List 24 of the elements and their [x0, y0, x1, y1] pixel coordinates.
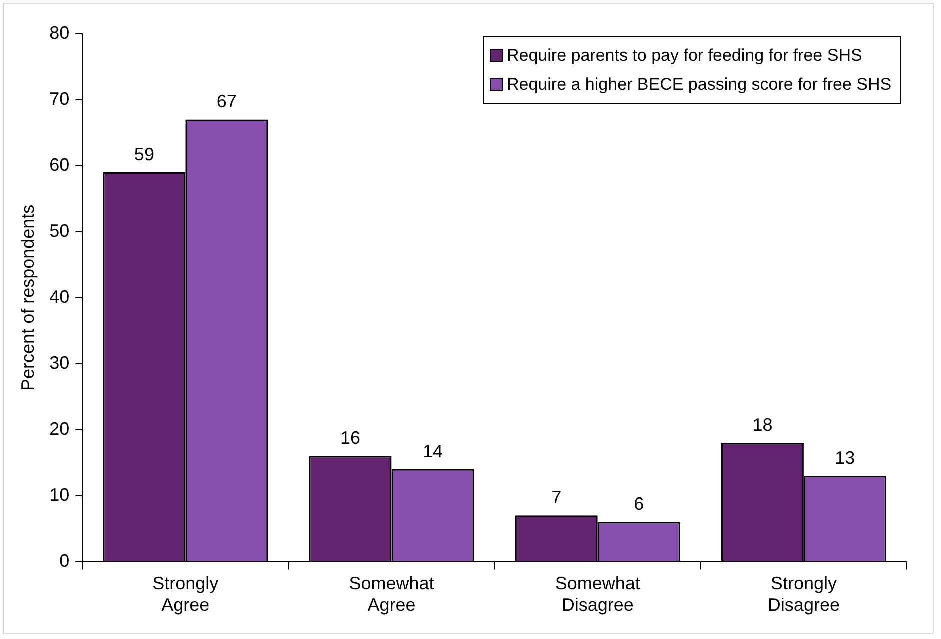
data-label: 16 [340, 428, 361, 448]
data-label: 67 [216, 92, 237, 112]
y-axis-title: Percent of respondents [18, 204, 38, 391]
x-tick-label: Strongly Agree [152, 574, 219, 616]
y-tick-label: 30 [50, 352, 70, 373]
y-tick-label: 20 [50, 418, 70, 439]
data-label: 7 [552, 488, 562, 508]
y-tick-label: 10 [50, 484, 70, 505]
y-tick-label: 50 [50, 220, 70, 241]
x-tick-label: Strongly Disagree [768, 574, 840, 616]
legend-label: Require a higher BECE passing score for free SHS [507, 74, 892, 96]
y-tick-label: 80 [50, 22, 70, 43]
y-tick-label: 40 [50, 286, 70, 307]
data-label: 59 [134, 144, 154, 165]
x-tick-label: Somewhat Agree [349, 574, 434, 616]
y-tick-label: 70 [50, 88, 70, 109]
y-tick-label: 0 [60, 550, 70, 571]
x-tick-label: Somewhat Disagree [555, 574, 640, 616]
data-label: 18 [752, 415, 773, 436]
legend-label: Require parents to pay for feeding for free SHS [507, 45, 862, 67]
data-label: 14 [422, 441, 443, 462]
data-label: 13 [835, 448, 856, 468]
y-tick-label: 60 [50, 154, 70, 175]
data-label: 6 [634, 494, 644, 514]
